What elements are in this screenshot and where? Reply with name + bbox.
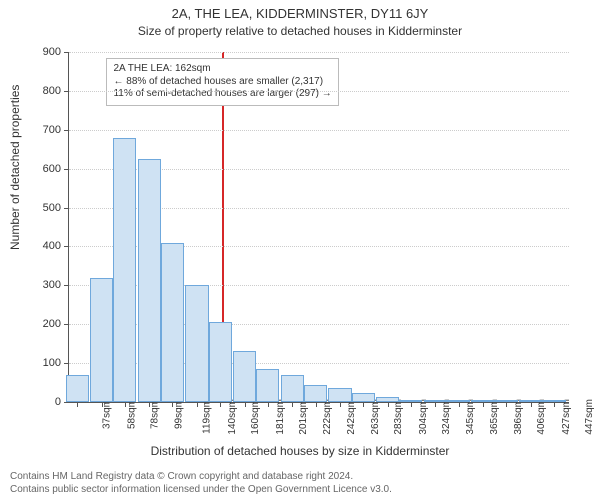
x-tick-label: 283sqm	[393, 399, 404, 435]
x-tick-label: 324sqm	[441, 399, 452, 435]
x-tick	[483, 402, 484, 407]
annotation-line-3: 11% of semi-detached houses are larger (…	[113, 88, 331, 101]
x-tick	[197, 402, 198, 407]
gridline	[69, 52, 569, 53]
histogram-bar	[90, 278, 113, 402]
x-tick	[268, 402, 269, 407]
x-tick	[435, 402, 436, 407]
x-tick	[363, 402, 364, 407]
x-tick-label: 160sqm	[250, 399, 261, 435]
histogram-bar	[352, 393, 375, 402]
x-tick	[292, 402, 293, 407]
gridline	[69, 91, 569, 92]
x-tick	[459, 402, 460, 407]
gridline	[69, 130, 569, 131]
chart-subtitle: Size of property relative to detached ho…	[0, 24, 600, 38]
y-tick-label: 700	[43, 124, 61, 136]
x-tick-label: 222sqm	[322, 399, 333, 435]
x-tick-label: 78sqm	[149, 399, 160, 429]
y-tick-label: 0	[55, 396, 61, 408]
chart-title: 2A, THE LEA, KIDDERMINSTER, DY11 6JY	[0, 6, 600, 21]
x-tick	[506, 402, 507, 407]
x-tick	[411, 402, 412, 407]
x-axis-label: Distribution of detached houses by size …	[0, 444, 600, 458]
x-tick-label: 447sqm	[584, 399, 595, 435]
histogram-bar	[328, 388, 351, 402]
y-tick	[64, 363, 69, 364]
histogram-bar	[113, 138, 136, 402]
y-tick-label: 300	[43, 279, 61, 291]
x-tick	[125, 402, 126, 407]
x-tick-label: 181sqm	[275, 399, 286, 435]
x-tick	[340, 402, 341, 407]
x-tick-label: 345sqm	[465, 399, 476, 435]
x-tick-label: 263sqm	[370, 399, 381, 435]
x-tick-label: 304sqm	[418, 399, 429, 435]
x-tick-label: 119sqm	[202, 399, 213, 434]
x-tick	[531, 402, 532, 407]
histogram-bar	[138, 159, 161, 402]
y-tick	[64, 130, 69, 131]
x-tick	[172, 402, 173, 407]
x-tick	[316, 402, 317, 407]
annotation-line-1: 2A THE LEA: 162sqm	[113, 63, 331, 76]
x-tick-label: 242sqm	[346, 399, 357, 435]
annotation-box: 2A THE LEA: 162sqm ← 88% of detached hou…	[106, 58, 338, 106]
x-tick	[245, 402, 246, 407]
x-tick	[388, 402, 389, 407]
annotation-line-2: ← 88% of detached houses are smaller (2,…	[113, 76, 331, 89]
footnote-line-1: Contains HM Land Registry data © Crown c…	[10, 471, 590, 484]
histogram-bar	[256, 369, 279, 402]
y-tick	[64, 246, 69, 247]
x-tick-label: 58sqm	[126, 399, 137, 429]
y-tick	[64, 285, 69, 286]
plot-area: 2A THE LEA: 162sqm ← 88% of detached hou…	[68, 52, 569, 403]
y-tick-label: 100	[43, 357, 61, 369]
x-tick-label: 201sqm	[298, 399, 309, 435]
y-tick-label: 200	[43, 318, 61, 330]
y-tick	[64, 52, 69, 53]
y-axis-label: Number of detached properties	[8, 85, 22, 250]
footnote: Contains HM Land Registry data © Crown c…	[10, 471, 590, 496]
y-tick-label: 900	[43, 46, 61, 58]
x-tick	[102, 402, 103, 407]
footnote-line-2: Contains public sector information licen…	[10, 484, 590, 497]
y-tick	[64, 169, 69, 170]
x-tick	[77, 402, 78, 407]
y-tick	[64, 324, 69, 325]
y-tick	[64, 402, 69, 403]
x-tick-label: 37sqm	[102, 399, 113, 429]
histogram-bar	[209, 322, 232, 402]
x-tick-label: 99sqm	[174, 399, 185, 429]
histogram-bar	[233, 351, 256, 402]
y-tick-label: 500	[43, 202, 61, 214]
histogram-bar	[161, 243, 184, 402]
x-tick-label: 406sqm	[536, 399, 547, 435]
histogram-bar	[185, 285, 208, 402]
y-tick	[64, 91, 69, 92]
y-tick	[64, 208, 69, 209]
x-tick-label: 365sqm	[489, 399, 500, 435]
x-tick-label: 427sqm	[561, 399, 572, 435]
y-tick-label: 600	[43, 163, 61, 175]
x-tick-label: 386sqm	[513, 399, 524, 435]
histogram-bar	[304, 385, 327, 403]
y-tick-label: 400	[43, 240, 61, 252]
y-tick-label: 800	[43, 85, 61, 97]
x-tick	[554, 402, 555, 407]
x-tick-label: 140sqm	[227, 399, 238, 435]
x-tick	[149, 402, 150, 407]
histogram-bar	[66, 375, 89, 402]
x-tick	[220, 402, 221, 407]
histogram-bar	[281, 375, 304, 402]
